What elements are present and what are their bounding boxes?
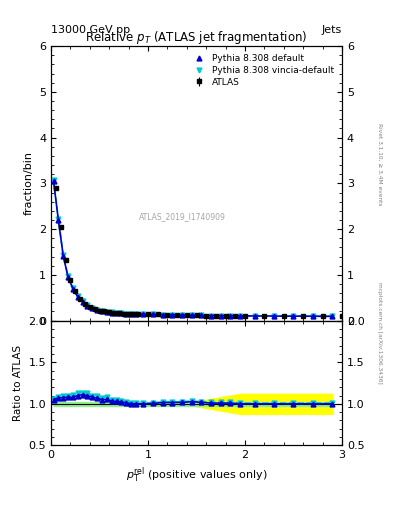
Pythia 8.308 default — [71, 286, 75, 292]
Pythia 8.308 vincia-default — [134, 311, 138, 317]
Pythia 8.308 vincia-default — [114, 310, 119, 316]
Pythia 8.308 default — [75, 294, 80, 300]
Pythia 8.308 vincia-default — [51, 177, 56, 183]
Pythia 8.308 vincia-default — [66, 273, 70, 280]
Pythia 8.308 default — [100, 308, 105, 314]
Pythia 8.308 default — [56, 217, 61, 223]
Pythia 8.308 default — [61, 252, 66, 259]
Pythia 8.308 vincia-default — [80, 298, 85, 305]
Pythia 8.308 default — [291, 313, 296, 319]
Y-axis label: fraction/bin: fraction/bin — [24, 152, 33, 216]
Pythia 8.308 vincia-default — [272, 313, 276, 319]
Pythia 8.308 default — [105, 309, 109, 315]
Pythia 8.308 default — [310, 313, 315, 319]
Pythia 8.308 default — [209, 312, 213, 318]
Pythia 8.308 default — [238, 313, 242, 319]
Text: 13000 GeV pp: 13000 GeV pp — [51, 25, 130, 35]
Pythia 8.308 vincia-default — [330, 313, 334, 319]
Pythia 8.308 vincia-default — [90, 305, 95, 311]
Line: Pythia 8.308 vincia-default: Pythia 8.308 vincia-default — [51, 177, 335, 319]
Pythia 8.308 default — [189, 312, 194, 318]
Pythia 8.308 vincia-default — [199, 312, 204, 318]
Pythia 8.308 default — [51, 178, 56, 184]
Pythia 8.308 vincia-default — [180, 312, 184, 318]
Line: Pythia 8.308 default: Pythia 8.308 default — [51, 179, 335, 319]
Title: Relative $p_{T}$ (ATLAS jet fragmentation): Relative $p_{T}$ (ATLAS jet fragmentatio… — [85, 29, 308, 46]
Pythia 8.308 vincia-default — [170, 312, 174, 318]
Pythia 8.308 vincia-default — [71, 285, 75, 291]
Pythia 8.308 default — [180, 312, 184, 318]
Pythia 8.308 vincia-default — [228, 313, 233, 319]
Pythia 8.308 vincia-default — [129, 311, 134, 317]
Pythia 8.308 default — [119, 310, 124, 316]
Pythia 8.308 default — [160, 311, 165, 317]
Pythia 8.308 default — [85, 303, 90, 309]
Pythia 8.308 vincia-default — [160, 311, 165, 317]
Pythia 8.308 default — [170, 312, 174, 318]
X-axis label: $p_{\mathrm{T}}^{\mathrm{rel}}$ (positive values only): $p_{\mathrm{T}}^{\mathrm{rel}}$ (positiv… — [126, 466, 267, 485]
Pythia 8.308 default — [141, 311, 145, 317]
Legend: Pythia 8.308 default, Pythia 8.308 vincia-default, ATLAS: Pythia 8.308 default, Pythia 8.308 vinci… — [187, 51, 338, 90]
Pythia 8.308 default — [134, 311, 138, 317]
Pythia 8.308 default — [129, 311, 134, 317]
Pythia 8.308 default — [124, 311, 129, 317]
Pythia 8.308 default — [151, 311, 155, 317]
Pythia 8.308 vincia-default — [100, 308, 105, 314]
Pythia 8.308 vincia-default — [141, 311, 145, 317]
Pythia 8.308 default — [199, 312, 204, 318]
Pythia 8.308 vincia-default — [209, 312, 213, 318]
Pythia 8.308 vincia-default — [61, 252, 66, 258]
Pythia 8.308 vincia-default — [189, 312, 194, 318]
Pythia 8.308 default — [228, 313, 233, 319]
Pythia 8.308 vincia-default — [75, 293, 80, 300]
Pythia 8.308 default — [330, 313, 334, 319]
Pythia 8.308 default — [252, 313, 257, 319]
Pythia 8.308 vincia-default — [119, 310, 124, 316]
Text: Rivet 3.1.10, ≥ 3.4M events: Rivet 3.1.10, ≥ 3.4M events — [377, 122, 382, 205]
Pythia 8.308 vincia-default — [56, 216, 61, 222]
Pythia 8.308 vincia-default — [238, 313, 242, 319]
Pythia 8.308 default — [90, 305, 95, 311]
Pythia 8.308 vincia-default — [124, 311, 129, 317]
Pythia 8.308 default — [66, 274, 70, 280]
Pythia 8.308 vincia-default — [85, 302, 90, 308]
Pythia 8.308 vincia-default — [310, 313, 315, 319]
Pythia 8.308 vincia-default — [219, 312, 223, 318]
Pythia 8.308 vincia-default — [291, 313, 296, 319]
Pythia 8.308 default — [109, 310, 114, 316]
Text: mcplots.cern.ch [arXiv:1306.3436]: mcplots.cern.ch [arXiv:1306.3436] — [377, 282, 382, 383]
Pythia 8.308 vincia-default — [151, 311, 155, 317]
Pythia 8.308 default — [272, 313, 276, 319]
Y-axis label: Ratio to ATLAS: Ratio to ATLAS — [13, 345, 23, 421]
Text: ATLAS_2019_I1740909: ATLAS_2019_I1740909 — [138, 212, 226, 221]
Pythia 8.308 vincia-default — [252, 313, 257, 319]
Pythia 8.308 default — [95, 307, 99, 313]
Pythia 8.308 vincia-default — [109, 309, 114, 315]
Text: Jets: Jets — [321, 25, 342, 35]
Pythia 8.308 vincia-default — [105, 309, 109, 315]
Pythia 8.308 default — [114, 310, 119, 316]
Pythia 8.308 default — [219, 313, 223, 319]
Pythia 8.308 default — [80, 299, 85, 305]
Pythia 8.308 vincia-default — [95, 307, 99, 313]
